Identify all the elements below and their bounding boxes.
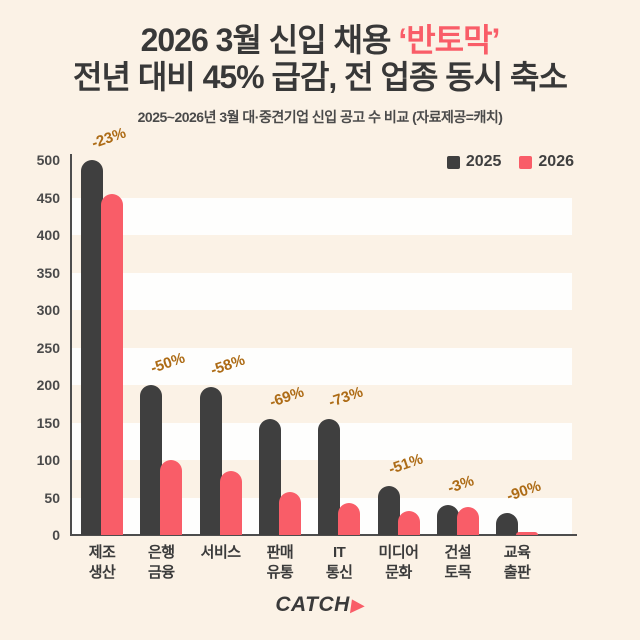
pct-change-label: -58% — [208, 351, 247, 380]
category-label-line: 생산 — [88, 564, 116, 581]
title-text: 2026 3월 신입 채용 — [140, 22, 399, 58]
bar-group-1: -23% — [81, 125, 128, 535]
bar-2025 — [436, 505, 459, 535]
bar-2026 — [101, 193, 123, 535]
bar-chart: -23% -50% -58% -69% -73% -51% -3% -90% — [70, 125, 577, 536]
category-label-line: 은행 — [147, 544, 175, 561]
y-tick-label: 300 — [36, 302, 60, 318]
chart-subtitle: 2025~2026년 3월 대·중견기업 신입 공고 수 비교 (자료제공=캐치… — [137, 109, 503, 125]
bar-group-2: -50% — [140, 150, 187, 535]
bar-group-5: -73% — [318, 150, 365, 535]
category-label-line: 건설 — [444, 544, 472, 561]
x-axis-line — [70, 534, 577, 536]
bar-2025 — [199, 387, 222, 535]
page-title-line-1: 2026 3월 신입 채용 ‘반토막’ — [0, 22, 640, 59]
bar-group-6: -51% — [377, 150, 425, 535]
category-label-line: 금융 — [147, 564, 175, 581]
grid-band — [70, 197, 572, 235]
category-label-line: 출판 — [503, 564, 531, 581]
grid-band — [70, 272, 572, 310]
pct-change-label: -51% — [385, 450, 425, 479]
category-label-line: 교육 — [503, 544, 531, 561]
bar-2026 — [278, 492, 301, 535]
y-tick-label: 200 — [36, 377, 60, 393]
legend-label: 2025 — [465, 153, 502, 170]
bar-2025 — [496, 512, 519, 535]
y-tick-label: 500 — [36, 152, 60, 168]
category-label: 서비스 — [185, 543, 257, 563]
bar-group-8: -90% — [496, 150, 543, 535]
category-label: IT 통신 — [303, 543, 375, 583]
bar-2025 — [318, 418, 341, 535]
category-label-line: 유통 — [266, 564, 294, 581]
category-label-line: IT — [333, 544, 346, 561]
category-label-line: 판매 — [266, 544, 294, 561]
bar-2026 — [219, 471, 242, 535]
y-axis-line — [70, 154, 72, 535]
bar-group-3: -58% — [199, 150, 247, 535]
y-tick-label: 100 — [36, 452, 60, 468]
grid-band — [70, 347, 572, 385]
bar-2026 — [516, 532, 539, 535]
bar-group-7: -3% — [436, 150, 479, 535]
chart-legend: 2025 2026 — [446, 153, 574, 171]
y-tick-label: 400 — [36, 227, 60, 243]
bar-2025 — [140, 385, 163, 535]
y-tick-label: 50 — [44, 489, 60, 506]
legend-swatch — [446, 155, 460, 169]
category-label-line: 통신 — [325, 564, 353, 581]
footer: CATCH▶ — [0, 593, 640, 617]
bar-2026 — [456, 506, 479, 535]
y-tick-label: 150 — [36, 414, 60, 431]
pct-change-label: -3% — [445, 472, 477, 497]
y-tick-label: 350 — [36, 264, 60, 281]
bar-2025 — [377, 486, 400, 535]
legend-item-2026: 2026 — [519, 153, 574, 171]
y-tick-label: 0 — [52, 527, 60, 543]
pct-change-label: -50% — [148, 349, 188, 377]
category-label-line: 제조 — [88, 544, 116, 561]
pct-change-label: -23% — [89, 124, 129, 152]
pct-change-label: -69% — [267, 383, 307, 411]
category-label-line: 서비스 — [200, 544, 241, 561]
header: 2026 3월 신입 채용 ‘반토막’ 전년 대비 45% 급감, 전 업종 동… — [0, 0, 640, 127]
y-tick-label: 450 — [36, 189, 60, 206]
bar-2026 — [338, 502, 361, 535]
y-tick-label: 250 — [36, 339, 60, 356]
legend-label: 2026 — [538, 153, 574, 170]
bar-2025 — [258, 418, 281, 535]
bar-2026 — [160, 460, 183, 535]
category-label-line: 문화 — [385, 564, 412, 581]
legend-item-2025: 2025 — [446, 153, 502, 171]
bar-2026 — [397, 511, 420, 535]
category-label-line: 토목 — [444, 564, 472, 581]
legend-swatch — [519, 155, 533, 169]
x-axis-category-labels: 제조 생산 은행 금융 서비스 판매 유통 IT 통신 미디어 문화 건설 토목 교육 출판 — [70, 543, 572, 593]
pct-change-label: -90% — [504, 477, 544, 505]
category-label-line: 미디어 — [378, 544, 419, 561]
page-title-line-2: 전년 대비 45% 급감, 전 업종 동시 축소 — [73, 59, 568, 95]
bar-group-4: -69% — [258, 150, 306, 535]
bar-2025 — [81, 160, 103, 535]
catch-logo-text: CATCH — [275, 593, 350, 616]
arrow-icon: ▶ — [349, 595, 367, 615]
pct-change-label: -73% — [326, 383, 366, 411]
title-highlight: ‘반토막’ — [398, 22, 500, 58]
y-axis-tick-labels: 0 50 100 150 200 250 300 350 400 450 500 — [0, 150, 60, 543]
